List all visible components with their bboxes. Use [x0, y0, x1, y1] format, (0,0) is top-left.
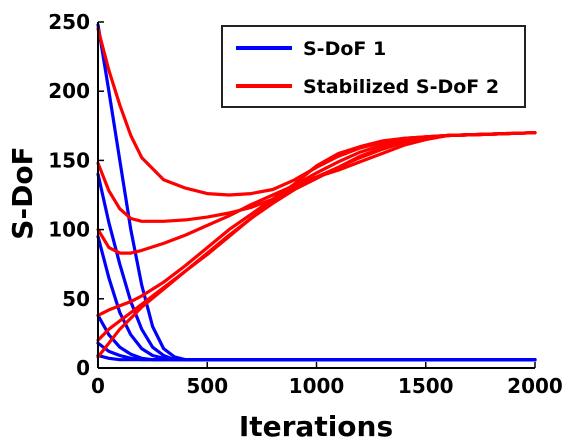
y-tick-label: 100: [48, 218, 90, 242]
y-tick-label: 50: [62, 287, 90, 311]
series-line-9: [96, 131, 537, 255]
x-tick-label: 1500: [398, 374, 454, 398]
x-tick-label: 1000: [289, 374, 345, 398]
y-tick-labels: 0 50 100 150 200 250: [48, 10, 90, 380]
series-line-4: [96, 313, 537, 362]
x-axis-label: Iterations: [239, 410, 393, 443]
y-tick-label: 150: [48, 148, 90, 172]
series-line-6: [96, 353, 537, 362]
series-line-10: [96, 131, 537, 317]
legend-box: [221, 25, 526, 108]
legend-label: S-DoF 1: [303, 38, 386, 60]
y-tick-label: 250: [48, 10, 90, 34]
series-line-12: [96, 131, 537, 359]
y-axis-label: S-DoF: [6, 146, 39, 239]
series-line-2: [96, 172, 537, 362]
x-tick-label: 2000: [507, 374, 563, 398]
legend: S-DoF 1 Stabilized S-DoF 2: [221, 25, 526, 108]
y-tick-label: 0: [76, 356, 90, 380]
x-tick-labels: 0 500 1000 1500 2000: [91, 374, 563, 398]
x-tick-label: 500: [186, 374, 228, 398]
series-line-11: [96, 131, 537, 342]
axes: [97, 21, 536, 369]
series-line-3: [96, 234, 537, 362]
legend-label: Stabilized S-DoF 2: [303, 76, 499, 98]
series-layer: [96, 23, 537, 362]
y-tick-label: 200: [48, 79, 90, 103]
x-tick-label: 0: [91, 374, 105, 398]
